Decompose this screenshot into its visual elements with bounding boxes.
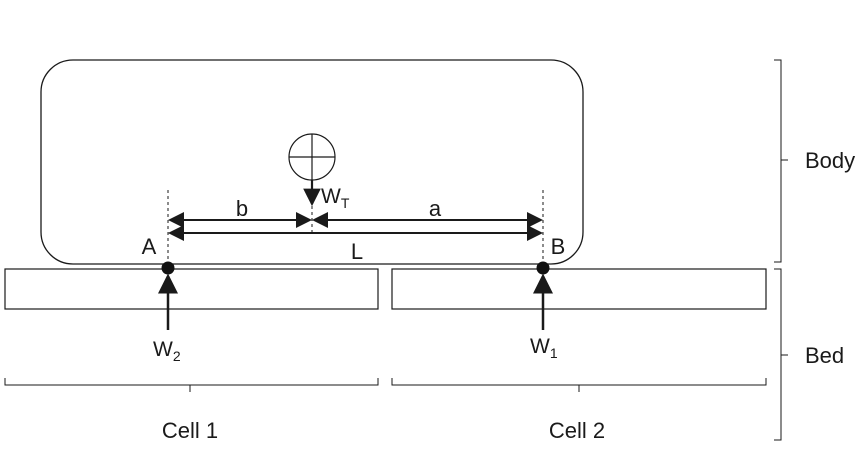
cell-1-label: Cell 1 [162, 418, 218, 443]
bed-brace [774, 268, 788, 441]
cell-2-label: Cell 2 [549, 418, 605, 443]
body-brace [774, 59, 788, 263]
reaction-w2-label: W2 [153, 338, 181, 364]
cell-2-block [391, 268, 767, 310]
reaction-w1-label: W1 [530, 335, 558, 361]
support-point-a [161, 261, 175, 275]
point-b-label: B [551, 234, 566, 259]
weight-total-label: WT [321, 185, 350, 211]
cell-2-brace [391, 378, 767, 392]
point-a-label: A [142, 234, 157, 259]
cell-1-block [4, 268, 379, 310]
support-point-b [536, 261, 550, 275]
dimension-l-label: L [351, 239, 363, 264]
dimension-b-label: b [236, 196, 248, 221]
dimension-a-label: a [429, 196, 442, 221]
bed-label: Bed [805, 343, 844, 368]
center-of-gravity-icon [288, 133, 336, 181]
cell-1-brace [4, 378, 379, 392]
body-outline [40, 59, 584, 265]
body-label: Body [805, 148, 855, 173]
